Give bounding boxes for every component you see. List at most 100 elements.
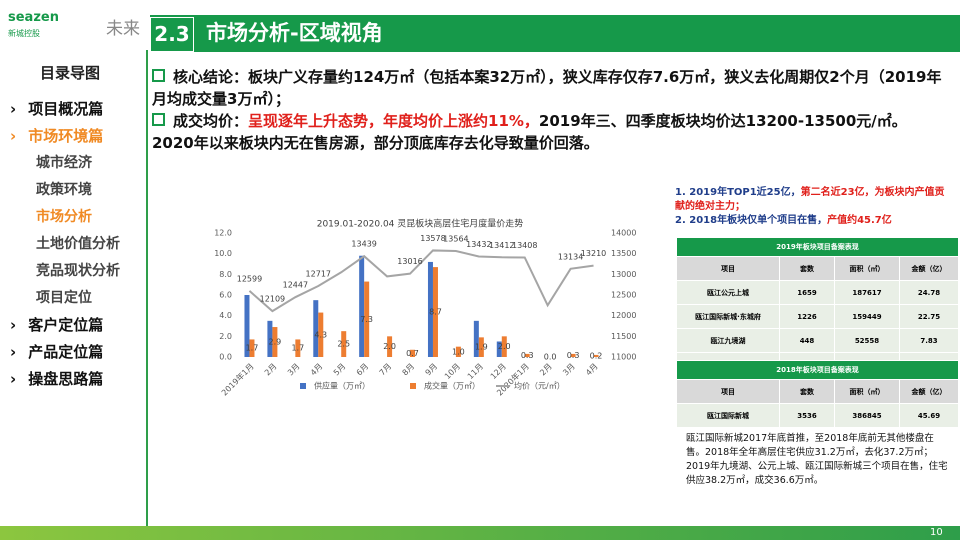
bar — [387, 336, 393, 357]
data-label: 12109 — [260, 295, 285, 304]
table-row: 瓯江九境湖 448 52558 7.83 — [676, 328, 959, 353]
text-segment: 产值约45.7亿 — [827, 215, 892, 226]
y-tick-label: 12.0 — [214, 229, 232, 238]
data-label: 0.2 — [590, 351, 603, 360]
bar — [313, 300, 319, 357]
table-cell: 3536 — [779, 403, 835, 428]
x-tick-label: 11月 — [466, 362, 485, 381]
y2-tick-label: 12500 — [611, 291, 636, 300]
sidebar-label: 客户定位篇 — [28, 316, 104, 334]
table-title: 2018年板块项目备案表现 — [676, 360, 959, 380]
data-label: 1.7 — [291, 344, 304, 353]
y2-tick-label: 11500 — [611, 332, 636, 341]
data-label: 13439 — [351, 240, 376, 249]
sidebar-label: 操盘思路篇 — [28, 370, 104, 388]
arrow-icon: › — [10, 127, 17, 145]
x-tick-label: 12月 — [489, 362, 508, 381]
bar — [524, 353, 530, 357]
x-tick-label: 3月 — [286, 362, 302, 378]
x-tick-label: 8月 — [401, 362, 417, 378]
table-cell: 1659 — [779, 280, 835, 305]
logo-future: 未来 — [106, 19, 140, 39]
table-cell: 45.69 — [899, 403, 959, 428]
sidebar-title: 目录导图 — [40, 64, 101, 82]
data-label: 2.0 — [498, 342, 511, 351]
sidebar-label: 市场环境篇 — [28, 127, 104, 145]
bar — [341, 331, 347, 357]
table: 2019年板块项目备案表现 项目 套数 面积（㎡） 金额（亿） 瓯江公元上城 1659 187… — [676, 237, 959, 377]
data-label: 0.3 — [567, 351, 580, 360]
note: 1. 2019年TOP1近25亿，第二名近23亿，为板块内产值贡献的绝对主力； — [675, 186, 950, 214]
bar — [432, 267, 438, 357]
bar — [593, 354, 599, 357]
sidebar-label: 产品定位篇 — [28, 343, 104, 361]
y-tick-label: 10.0 — [214, 249, 232, 258]
bar — [318, 312, 324, 357]
data-label: 1.0 — [452, 347, 465, 356]
text-segment: 呈现逐年上升态势，年度均价上涨约11%， — [248, 112, 539, 130]
bar — [249, 339, 255, 357]
x-tick-label: 2月 — [263, 362, 279, 378]
table-cell: 187617 — [834, 280, 900, 305]
table-cell: 瓯江公元上城 — [676, 280, 780, 305]
y2-tick-label: 13500 — [611, 249, 636, 258]
sidebar-item: › 操盘思路篇 — [10, 368, 103, 389]
table-row: 瓯江公元上城 1659 187617 24.78 — [676, 280, 959, 305]
data-label: 4.3 — [314, 330, 327, 339]
x-tick-label: 9月 — [424, 362, 440, 378]
table-cell: 159449 — [834, 304, 900, 329]
bar — [473, 320, 479, 357]
sidebar-item: › 客户定位篇 — [10, 314, 103, 335]
bar — [570, 353, 576, 357]
data-label: 8.7 — [429, 308, 442, 317]
x-tick-label: 10月 — [443, 362, 462, 381]
legend-swatch — [300, 383, 306, 389]
arrow-icon: › — [10, 100, 17, 118]
sidebar-item: 项目定位 — [36, 287, 92, 307]
arrow-icon: › — [10, 370, 17, 388]
table-cell: 448 — [779, 328, 835, 353]
bar — [478, 337, 484, 357]
chart: 2019.01-2020.04 灵昆板块高层住宅月度量价走势 0.0 2.0 4.0… — [214, 218, 636, 398]
arrow-icon: › — [10, 316, 17, 334]
sidebar-item: › 市场环境篇 — [10, 125, 103, 146]
table-2018: 2018年板块项目备案表现 项目 套数 面积（㎡） 金额（亿） 瓯江国际新城 3536 386… — [676, 360, 959, 428]
page-number: 10 — [930, 527, 943, 538]
table-header: 金额（亿） — [899, 256, 959, 281]
y-tick-label: 6.0 — [219, 291, 232, 300]
section-number: 2.3 — [150, 17, 194, 52]
x-tick-label: 5月 — [332, 362, 348, 378]
data-label: 13564 — [443, 235, 468, 244]
table-2019: 2019年板块项目备案表现 项目 套数 面积（㎡） 金额（亿） 瓯江公元上城 1659 187… — [676, 237, 959, 377]
y2-tick-label: 12000 — [611, 311, 636, 320]
header-title: 市场分析-区域视角 — [206, 21, 383, 45]
bar — [427, 261, 433, 357]
data-label: 13134 — [558, 252, 583, 261]
sidebar-item: › 项目概况篇 — [10, 98, 103, 119]
table-title: 2019年板块项目备案表现 — [676, 237, 959, 257]
y2-tick-label: 11000 — [611, 353, 636, 362]
sidebar-label: 项目概况篇 — [28, 100, 104, 118]
arrow-icon: › — [10, 343, 17, 361]
data-label: 2.0 — [383, 342, 396, 351]
table-title-row: 2018年板块项目备案表现 — [676, 360, 959, 380]
bar — [501, 336, 507, 357]
bar — [295, 339, 301, 357]
table-header: 项目 — [676, 256, 780, 281]
sidebar-label: 市场分析 — [36, 209, 92, 225]
y2-tick-label: 14000 — [611, 229, 636, 238]
table-cell: 52558 — [834, 328, 900, 353]
legend-swatch — [410, 383, 416, 389]
table-title-row: 2019年板块项目备案表现 — [676, 237, 959, 257]
bar — [496, 341, 502, 357]
footer-bar — [0, 526, 960, 540]
x-tick-label: 7月 — [378, 362, 394, 378]
data-label: 13432 — [466, 240, 491, 249]
table-cell: 22.75 — [899, 304, 959, 329]
paragraph: 瓯江国际新城2017年底首推，至2018年底前无其他楼盘在售。2018年全年高层… — [686, 433, 948, 486]
sidebar-label: 土地价值分析 — [36, 236, 120, 252]
legend-label: 供应量（万㎡） — [314, 381, 370, 391]
table-header: 套数 — [779, 379, 835, 404]
